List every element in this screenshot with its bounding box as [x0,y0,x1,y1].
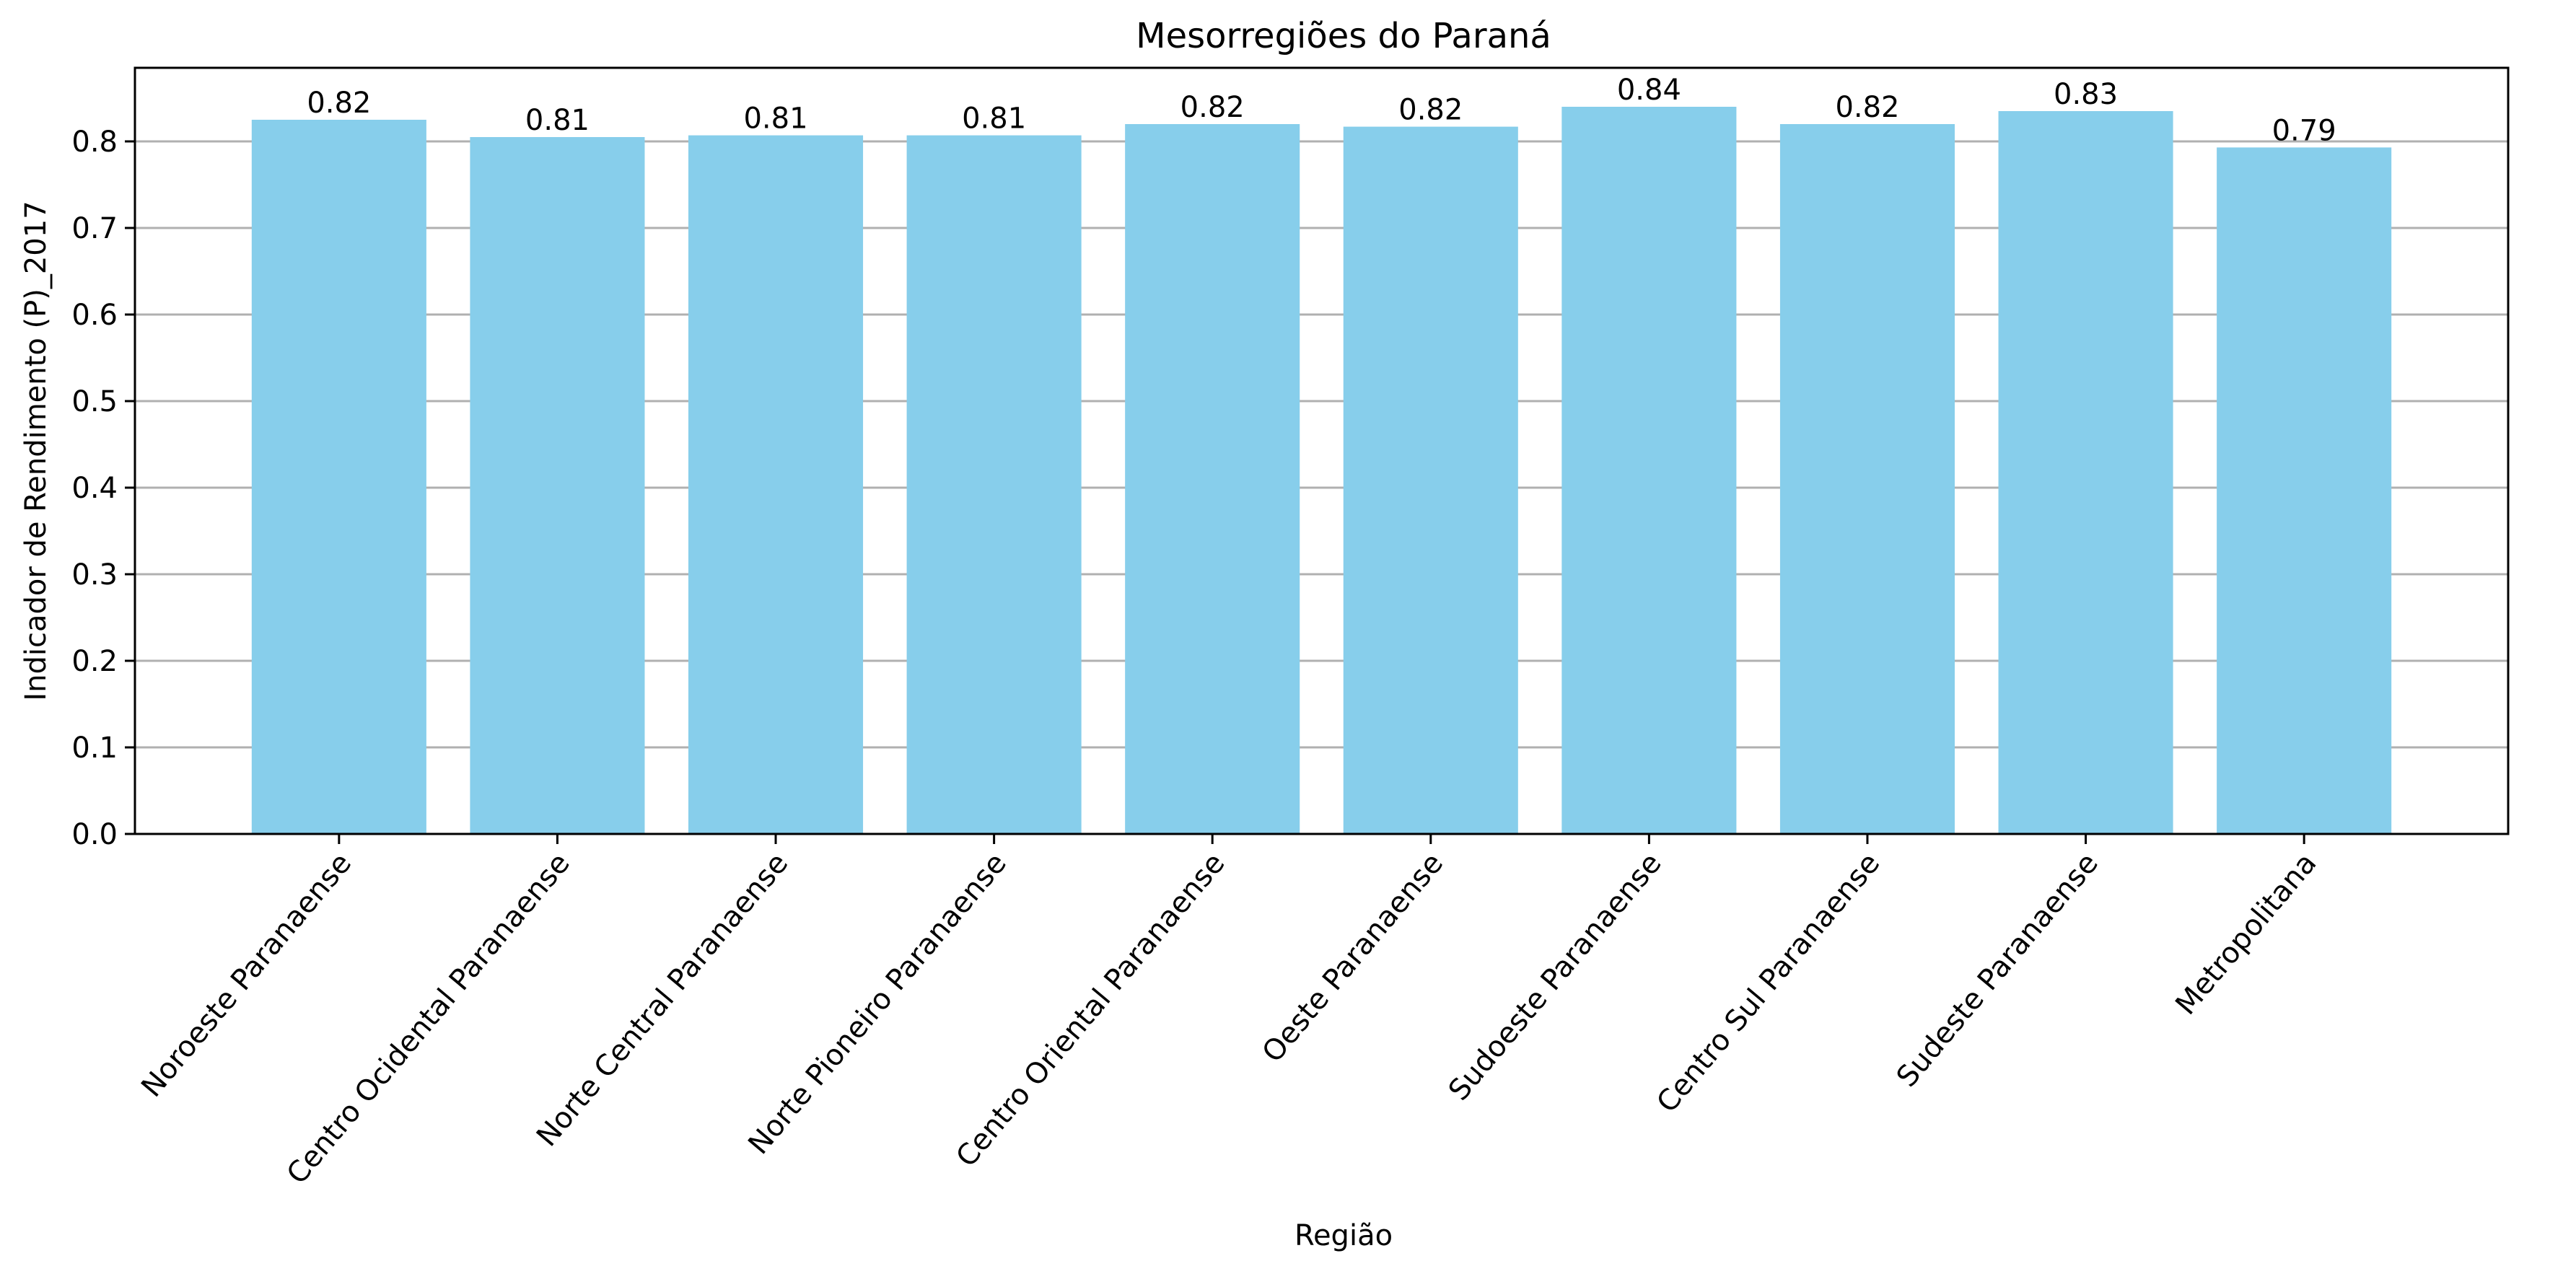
x-tick-label: Sudeste Paranaense [1891,847,2105,1094]
x-tick-group: Centro Sul Paranaense [1650,847,1886,1119]
bar-data-label: 0.82 [307,87,371,120]
bars [251,107,2392,835]
bar-data-label: 0.81 [962,102,1026,136]
bar [906,135,1082,835]
chart-title: Mesorregiões do Paraná [1136,16,1551,56]
y-tick-label: 0.3 [71,558,118,592]
x-tick-label: Norte Pioneiro Paranaense [742,847,1013,1161]
x-tick-group: Noroeste Paranaense [135,847,358,1104]
bar [1779,124,1955,834]
bar [2217,147,2392,834]
y-tick-label: 0.7 [71,212,118,245]
x-tick-label: Centro Oriental Paranaense [950,847,1231,1174]
x-tick-group: Norte Central Paranaense [530,847,794,1153]
x-tick-group: Oeste Paranaense [1256,847,1450,1069]
bar-data-label: 0.82 [1835,91,1899,124]
y-axis-ticks: 0.0 0.1 0.2 0.3 0.4 0.5 0.6 0.7 0.8 [71,126,135,851]
bar [251,120,426,834]
y-tick-label: 0.0 [71,818,118,851]
x-tick-label: Oeste Paranaense [1256,847,1450,1069]
bar-data-label: 0.82 [1398,94,1463,127]
y-tick-label: 0.4 [71,472,118,505]
x-tick-label: Metropolitana [2169,847,2323,1022]
x-tick-label: Noroeste Paranaense [135,847,358,1104]
y-tick-label: 0.6 [71,299,118,332]
bar [1998,111,2173,834]
bar-data-label: 0.81 [743,102,807,136]
x-tick-label: Sudoeste Paranaense [1442,847,1668,1107]
data-labels: 0.82 0.81 0.81 0.81 0.82 0.82 0.84 0.82 0.83 0.79 [307,74,2336,147]
bar [1343,126,1518,835]
bar-data-label: 0.79 [2272,114,2336,147]
bar [1561,107,1737,834]
bar-data-label: 0.81 [525,104,590,137]
x-tick-label: Centro Sul Paranaense [1650,847,1886,1119]
y-axis-label: Indicador de Rendimento (P)_2017 [19,201,53,700]
y-tick-label: 0.2 [71,645,118,678]
y-tick-label: 0.1 [71,732,118,765]
bar [1125,124,1300,834]
bar-data-label: 0.84 [1617,74,1681,107]
x-tick-group: Sudeste Paranaense [1891,847,2105,1094]
x-tick-group: Norte Pioneiro Paranaense [742,847,1013,1161]
y-tick-label: 0.8 [71,126,118,159]
plot-frame [133,66,2510,835]
bar-data-label: 0.83 [2054,78,2118,111]
bar [470,137,645,834]
x-tick-label: Norte Central Paranaense [530,847,794,1153]
bar [688,135,864,835]
x-axis-label: Região [1294,1219,1393,1252]
y-tick-label: 0.5 [71,385,118,418]
x-tick-group: Sudoeste Paranaense [1442,847,1668,1107]
x-tick-group: Centro Oriental Paranaense [950,847,1231,1174]
bar-data-label: 0.82 [1180,91,1245,124]
x-tick-group: Metropolitana [2169,847,2323,1022]
